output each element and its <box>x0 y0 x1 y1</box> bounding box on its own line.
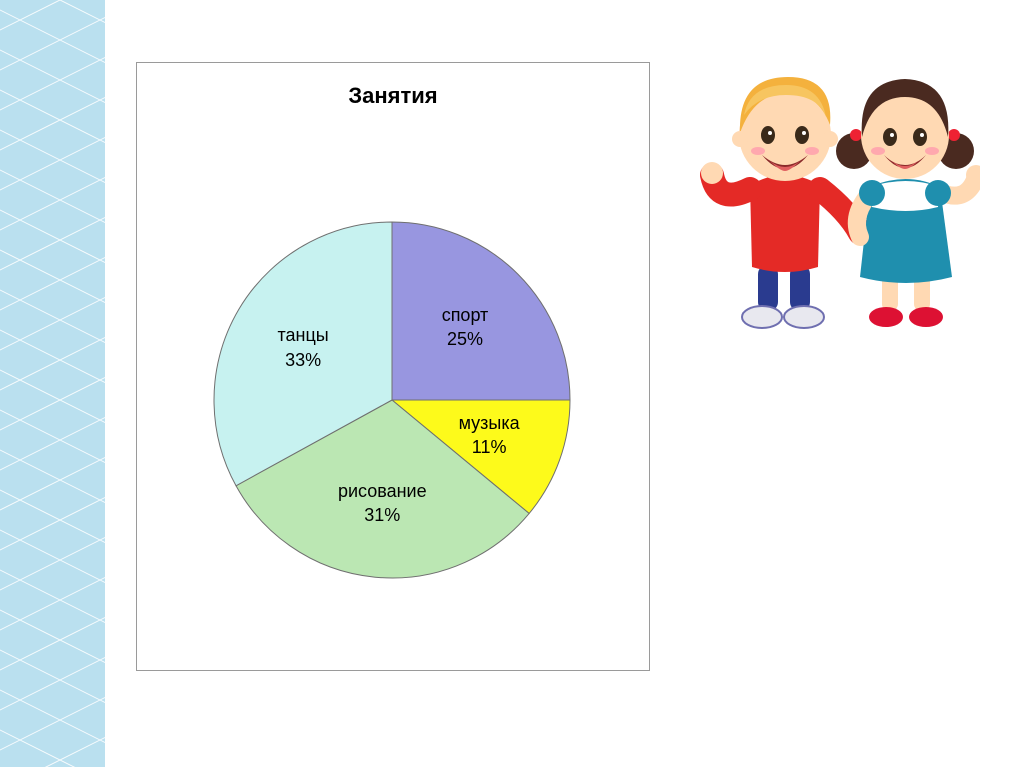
slice-name: танцы <box>278 325 329 345</box>
slice-label-рисование: рисование 31% <box>312 479 452 528</box>
slice-percent: 31% <box>364 505 400 525</box>
slice-name: рисование <box>338 481 427 501</box>
slice-percent: 25% <box>447 329 483 349</box>
slice-label-танцы: танцы 33% <box>233 323 373 372</box>
slice-label-спорт: спорт 25% <box>395 303 535 352</box>
kids-illustration <box>700 55 980 345</box>
girl-figure <box>836 79 980 327</box>
kids-svg <box>700 55 980 345</box>
slice-name: спорт <box>442 305 489 325</box>
slice-label-музыка: музыка 11% <box>419 411 559 460</box>
slice-percent: 11% <box>472 437 507 457</box>
boy-figure <box>701 77 860 328</box>
slice-name: музыка <box>459 413 520 433</box>
slice-percent: 33% <box>285 350 321 370</box>
